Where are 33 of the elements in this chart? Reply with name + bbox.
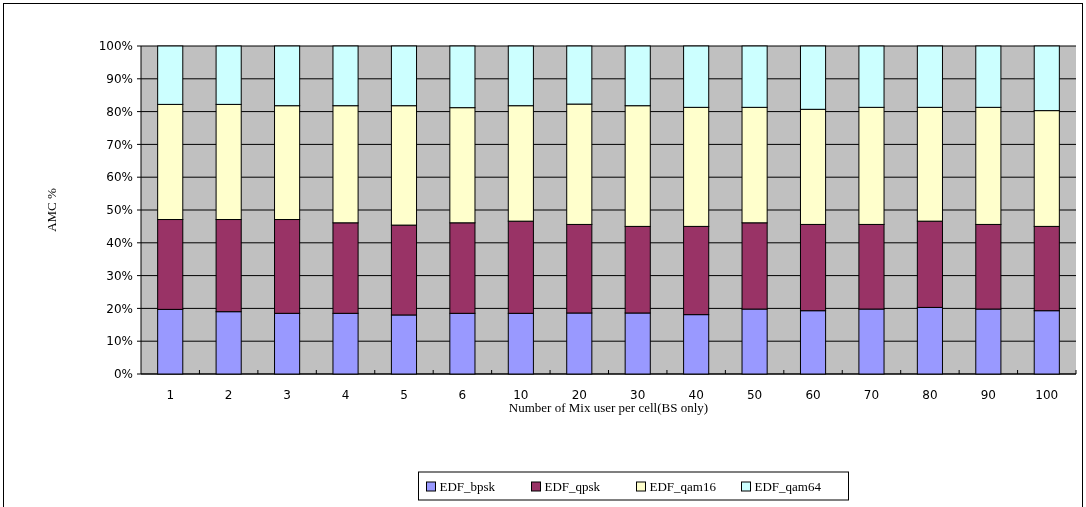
x-tick-label: 90 [980, 388, 996, 402]
x-tick-label: 1 [166, 388, 175, 402]
y-tick-label: 80% [106, 104, 133, 119]
y-tick-label: 90% [106, 72, 133, 86]
legend-label: EDF_qam16 [649, 479, 717, 494]
x-tick-label: 30 [630, 388, 646, 402]
x-tick-label: 20 [571, 388, 587, 402]
y-tick-label: 50% [106, 203, 133, 218]
y-axis-title: AMC % [44, 187, 59, 232]
x-tick-label: 2 [224, 388, 233, 402]
x-tick-label: 100 [1035, 388, 1059, 402]
y-tick-label: 100% [98, 39, 133, 54]
y-tick-label: 10% [106, 334, 133, 349]
y-tick-label: 60% [106, 170, 133, 185]
x-tick-label: 5 [400, 388, 408, 402]
x-tick-label: 6 [458, 388, 467, 402]
x-tick-label: 60 [805, 388, 821, 402]
x-tick-label: 40 [688, 388, 704, 402]
x-tick-label: 80 [922, 388, 938, 402]
y-tick-label: 0% [113, 367, 133, 382]
x-tick-label: 70 [863, 388, 880, 402]
legend-label: EDF_qam64 [754, 479, 822, 494]
legend-label: EDF_qpsk [544, 479, 601, 494]
x-axis-title: Number of Mix user per cell(BS only) [508, 400, 709, 415]
y-tick-label: 30% [106, 268, 133, 283]
x-tick-label: 50 [746, 388, 763, 402]
x-tick-label: 4 [341, 388, 350, 402]
x-tick-label: 10 [513, 388, 529, 402]
legend-label: EDF_bpsk [439, 479, 496, 494]
y-tick-label: 40% [106, 236, 133, 250]
x-tick-label: 3 [283, 388, 291, 402]
y-tick-label: 20% [106, 301, 133, 316]
y-tick-label: 70% [106, 137, 133, 152]
